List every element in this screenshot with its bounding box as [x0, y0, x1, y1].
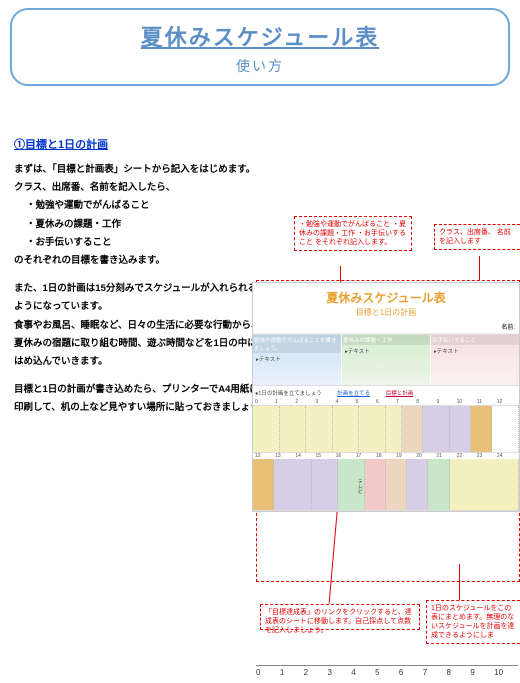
timeline-cell — [492, 406, 519, 452]
timeline-segment — [407, 459, 428, 510]
callout-schedule: 1日のスケジュールをこの表にまとめます。無理のないスケジュールを計画を達成できる… — [426, 600, 520, 644]
timeline-segment: テレビ — [338, 459, 365, 510]
page-subtitle: 使い方 — [12, 56, 508, 76]
timeline-segment — [450, 459, 519, 510]
panel-label: 勉強や運動でがんばることを書きましょう。 — [253, 335, 341, 353]
sheet-header: 夏休みスケジュール表 目標と1日の計画 — [253, 283, 519, 320]
panel-text: ▸テキスト — [256, 355, 338, 363]
leader-line — [459, 564, 460, 600]
timeline-cell — [280, 406, 307, 452]
sheet-subtitle: 目標と1日の計画 — [253, 307, 519, 318]
ruler-tick: 10 — [494, 668, 518, 677]
timeline-cell — [333, 406, 360, 452]
header-box: 夏休みスケジュール表 使い方 — [10, 8, 510, 86]
bottom-ruler: 012345678910 — [256, 665, 518, 677]
goal-panel: 夏休みの課題・工作 ▸テキスト — [342, 335, 431, 385]
timeline-segment — [386, 459, 407, 510]
goal-panel: 勉強や運動でがんばることを書きましょう。 ▸テキスト — [253, 335, 342, 385]
timeline-segment — [312, 459, 339, 510]
ruler-tick: 0 — [256, 668, 280, 677]
timeline-segment — [253, 459, 274, 510]
ruler-tick: 5 — [375, 668, 399, 677]
timeline-cell — [253, 406, 280, 452]
body-p: まずは、「目標と計画表」シートから記入をはじめます。 — [14, 162, 506, 177]
ruler-tick: 1 — [280, 668, 304, 677]
goal-panels: 勉強や運動でがんばることを書きましょう。▸テキスト夏休みの課題・工作▸テキストお… — [253, 334, 519, 386]
timeline-cell — [423, 406, 450, 452]
timeline-segment — [365, 459, 386, 510]
body-p: クラス、出席番、名前を記入したら、 — [14, 180, 506, 195]
name-row: 名前: — [253, 320, 519, 334]
callout-text: 「目標達成表」のリンクをクリックすると、達成表のシートに移動します。自己採点して… — [265, 609, 412, 634]
section-heading: ①目標と1日の計画 — [14, 136, 520, 152]
timeline-bars-am — [253, 405, 519, 453]
link-label: ●1日の計画を立てましょう — [255, 391, 322, 397]
timeline-segment — [428, 459, 449, 510]
ruler-tick: 8 — [447, 668, 471, 677]
link-row: ●1日の計画を立てましょう 計画を立てる 目標と計画 — [253, 386, 519, 399]
link-goal[interactable]: 目標と計画 — [386, 391, 414, 397]
panel-label: 夏休みの課題・工作 — [342, 335, 430, 345]
ruler-tick: 4 — [351, 668, 375, 677]
callout-text: 1日のスケジュールをこの表にまとめます。無理のないスケジュールを計画を達成できる… — [431, 605, 515, 639]
ruler-tick: 6 — [399, 668, 423, 677]
timeline-cell — [359, 406, 386, 452]
panel-text: ▸テキスト — [345, 347, 427, 355]
panel-label: お手伝いすること — [431, 335, 519, 345]
timeline-cell — [306, 406, 333, 452]
ruler-tick: 2 — [304, 668, 328, 677]
schedule-preview: 夏休みスケジュール表 目標と1日の計画 名前: 勉強や運動でがんばることを書きま… — [252, 196, 520, 512]
timeline-cell — [386, 406, 402, 452]
link-plan[interactable]: 計画を立てる — [337, 391, 370, 397]
callout-link: 「目標達成表」のリンクをクリックすると、達成表のシートに移動します。自己採点して… — [260, 604, 420, 630]
sheet-title: 夏休みスケジュール表 — [253, 289, 519, 306]
name-label: 名前: — [501, 322, 515, 331]
ruler-tick: 9 — [470, 668, 494, 677]
timeline-cell — [450, 406, 471, 452]
timeline-bars-pm: テレビ — [253, 459, 519, 511]
timeline-cell — [402, 406, 423, 452]
timeline-segment — [274, 459, 311, 510]
ruler-tick: 7 — [423, 668, 447, 677]
timeline-cell — [471, 406, 492, 452]
panel-text: ▸テキスト — [434, 347, 516, 355]
goal-panel: お手伝いすること ▸テキスト — [431, 335, 519, 385]
page-title: 夏休みスケジュール表 — [12, 20, 508, 52]
schedule-sheet: 夏休みスケジュール表 目標と1日の計画 名前: 勉強や運動でがんばることを書きま… — [252, 282, 520, 512]
ruler-tick: 3 — [327, 668, 351, 677]
